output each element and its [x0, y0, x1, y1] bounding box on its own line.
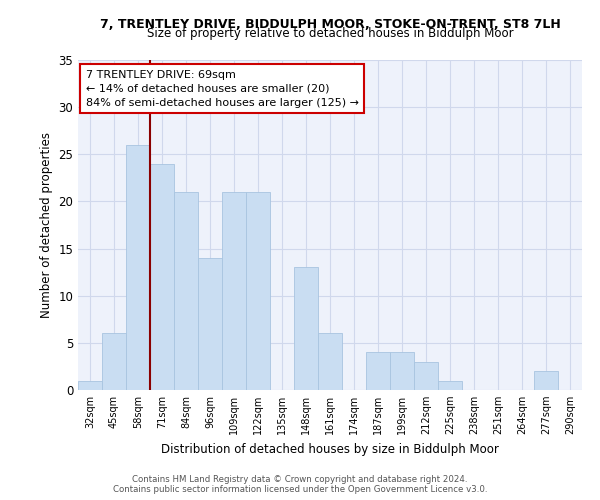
Y-axis label: Number of detached properties: Number of detached properties	[40, 132, 53, 318]
Text: Contains HM Land Registry data © Crown copyright and database right 2024.: Contains HM Land Registry data © Crown c…	[132, 475, 468, 484]
Text: 7 TRENTLEY DRIVE: 69sqm
← 14% of detached houses are smaller (20)
84% of semi-de: 7 TRENTLEY DRIVE: 69sqm ← 14% of detache…	[86, 70, 359, 108]
Bar	[198, 258, 222, 390]
Bar	[390, 352, 414, 390]
Text: Size of property relative to detached houses in Biddulph Moor: Size of property relative to detached ho…	[146, 28, 514, 40]
Text: Contains public sector information licensed under the Open Government Licence v3: Contains public sector information licen…	[113, 485, 487, 494]
Bar	[174, 192, 198, 390]
Bar	[294, 268, 318, 390]
Bar	[534, 371, 558, 390]
Text: 7, TRENTLEY DRIVE, BIDDULPH MOOR, STOKE-ON-TRENT, ST8 7LH: 7, TRENTLEY DRIVE, BIDDULPH MOOR, STOKE-…	[100, 18, 560, 30]
Bar	[102, 334, 126, 390]
Bar	[222, 192, 246, 390]
Bar	[318, 334, 342, 390]
X-axis label: Distribution of detached houses by size in Biddulph Moor: Distribution of detached houses by size …	[161, 442, 499, 456]
Bar	[150, 164, 174, 390]
Bar	[246, 192, 270, 390]
Bar	[366, 352, 390, 390]
Bar	[414, 362, 438, 390]
Bar	[438, 380, 462, 390]
Bar	[78, 380, 102, 390]
Bar	[126, 145, 150, 390]
